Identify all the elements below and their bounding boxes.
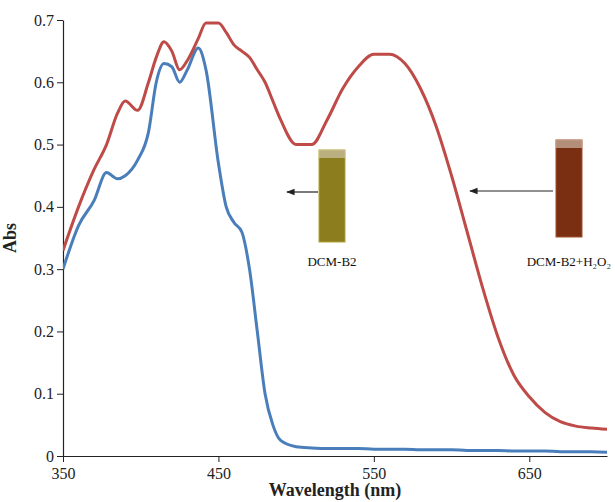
tick: 0: [46, 448, 63, 465]
tick-mark: [57, 269, 63, 270]
tick: 0.4: [34, 198, 63, 215]
tick-mark: [57, 394, 63, 395]
tick-label: 0.1: [34, 385, 54, 402]
tick-label: 0.6: [34, 74, 54, 91]
tick-label: 0.7: [34, 12, 54, 29]
x-axis-title: Wavelength (nm): [269, 480, 402, 501]
tick-mark: [57, 207, 63, 208]
arrow: [287, 191, 318, 192]
annotations: DCM-B2 DCM-B2+H₂O₂: [287, 140, 611, 269]
tick: 0.3: [34, 261, 63, 278]
tick-mark: [218, 456, 219, 462]
series-group: [63, 23, 607, 452]
y-axis-title: Abs: [0, 223, 20, 253]
series-line: [63, 23, 607, 429]
tick-label: 0.2: [34, 323, 54, 340]
tick: 350: [52, 456, 76, 482]
cuvette-icon: [556, 140, 582, 237]
tick: 650: [518, 456, 542, 482]
x-axis: 350 450 550 650: [52, 456, 608, 482]
tick: 0.6: [34, 74, 63, 91]
axis-line: [63, 21, 64, 457]
y-axis: 0 0.1 0.2 0.3 0.4 0.5 0.6 0.7: [34, 12, 64, 465]
series-label: DCM-B2+H₂O₂: [527, 254, 611, 269]
tick-mark: [57, 145, 63, 146]
cuvette-icon: [319, 150, 345, 242]
tick: 550: [362, 456, 386, 482]
tick-mark: [57, 20, 63, 21]
tick-mark: [57, 331, 63, 332]
tick: 0.1: [34, 385, 63, 402]
tick-mark: [57, 82, 63, 83]
tick: 0.7: [34, 12, 63, 29]
tick-label: 0: [46, 448, 54, 465]
tick-label: 450: [207, 465, 231, 482]
cuvette-cap: [556, 140, 582, 148]
tick: 0.2: [34, 323, 63, 340]
tick-label: 0.5: [34, 136, 54, 153]
tick-mark: [63, 456, 64, 462]
tick-label: 0.4: [34, 198, 54, 215]
plot: 350 450 550 650 0 0.1 0.2 0.3 0.4 0.5 0.6 0.7: [34, 12, 608, 483]
cuvette-cap: [319, 150, 345, 158]
tick-mark: [57, 456, 63, 457]
axis-line: [64, 456, 608, 457]
tick-label: 0.3: [34, 261, 54, 278]
tick: 0.5: [34, 136, 63, 153]
tick-label: 650: [518, 465, 542, 482]
tick-mark: [529, 456, 530, 462]
tick: 450: [207, 456, 231, 482]
arrow: [470, 190, 553, 191]
chart: 350 450 550 650 0 0.1 0.2 0.3 0.4 0.5 0.6 0.7 Wavele…: [0, 0, 615, 502]
series-label: DCM-B2: [307, 254, 356, 269]
tick-label: 350: [52, 465, 76, 482]
tick-mark: [374, 456, 375, 462]
